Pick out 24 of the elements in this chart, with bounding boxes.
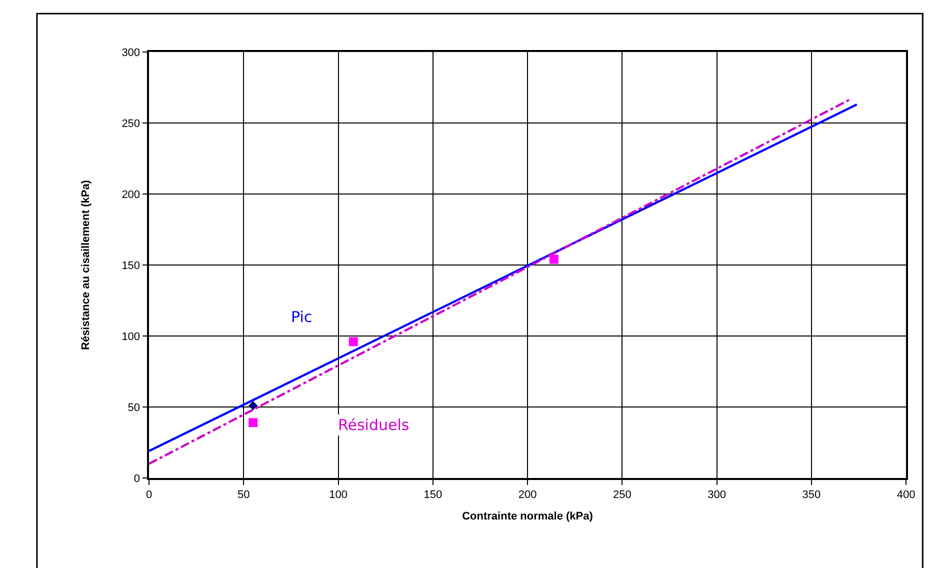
point <box>348 337 358 346</box>
x-tick-label: 100 <box>329 488 348 501</box>
x-tick-label: 50 <box>238 488 250 501</box>
text: Résiduels <box>338 416 410 434</box>
y-tick-label: 300 <box>122 46 140 59</box>
point <box>550 254 558 264</box>
y-tick-label: 200 <box>122 188 140 201</box>
y-tick-label: 150 <box>122 260 140 272</box>
y-tick-label: 250 <box>122 118 140 130</box>
x-tick-label: 0 <box>146 488 152 501</box>
x-tick-label: 300 <box>708 488 726 501</box>
point <box>248 401 258 410</box>
point <box>248 418 258 428</box>
y-tick-label: 100 <box>122 330 140 343</box>
x-tick-label: 250 <box>612 488 632 501</box>
y-axis-title: Résistance au cisaillement (kPa) <box>80 180 92 350</box>
x-tick-label: 200 <box>518 488 537 501</box>
x-tick-label: 400 <box>896 488 916 501</box>
y-tick-label: 0 <box>134 472 140 485</box>
x-tick-label: 350 <box>802 488 821 501</box>
x-axis-title: Contrainte normale (kPa) <box>462 510 594 523</box>
y-tick-label: 50 <box>128 402 140 414</box>
text: Pic <box>291 308 312 326</box>
x-tick-label: 150 <box>424 488 442 501</box>
